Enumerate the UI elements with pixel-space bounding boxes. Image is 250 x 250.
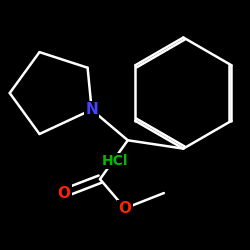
Text: O: O — [58, 186, 70, 200]
Text: HCl: HCl — [102, 154, 128, 168]
Text: O: O — [118, 201, 132, 216]
Text: N: N — [85, 102, 98, 117]
